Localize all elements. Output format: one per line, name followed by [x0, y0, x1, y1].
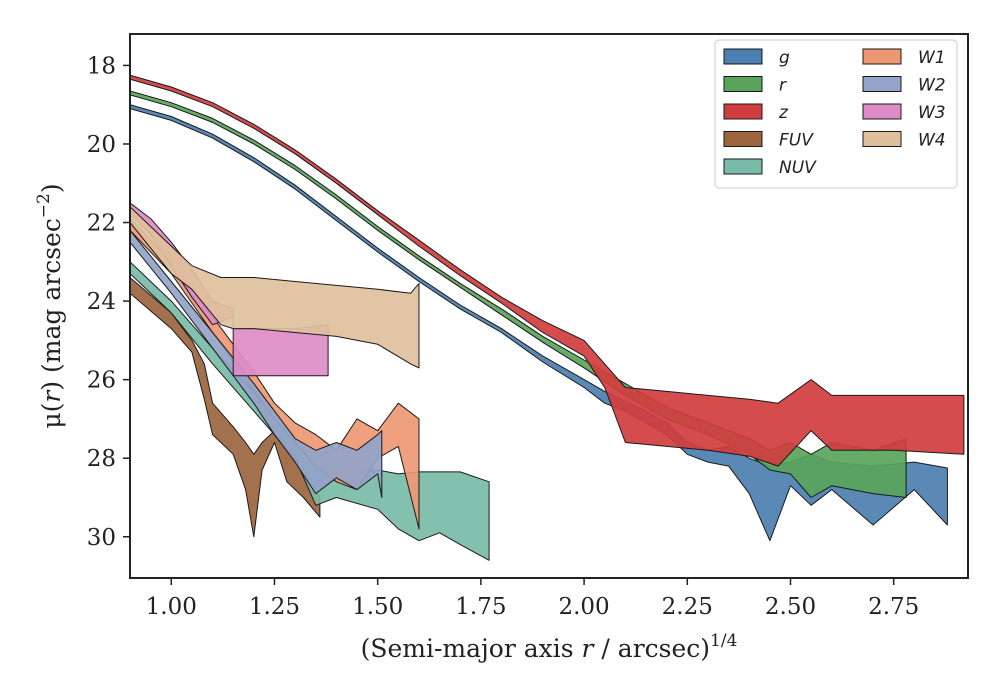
- legend-swatch-w3: [862, 103, 902, 120]
- legend-swatch-r: [723, 76, 763, 92]
- chart-bands: [130, 74, 965, 561]
- y-tick-label: 30: [87, 525, 116, 551]
- band-w4: [130, 206, 420, 369]
- y-axis-label: μ(r) (mag arcsec−2): [34, 183, 66, 428]
- legend-label-r: r: [779, 76, 787, 96]
- band-z: [130, 74, 965, 467]
- legend-label-nuv: NUV: [779, 158, 817, 178]
- band-r: [130, 90, 907, 498]
- legend-label-w4: W4: [918, 131, 946, 151]
- x-tick-label: 2.50: [765, 594, 816, 620]
- y-tick-label: 18: [87, 53, 116, 79]
- y-tick-label: 22: [87, 211, 116, 237]
- legend-swatch-w2: [862, 76, 902, 92]
- x-axis-label-sup: 1/4: [710, 631, 737, 651]
- x-axis-label-var: r: [582, 634, 596, 663]
- y-axis-ticks: 18 20 22 24 26 28 30: [87, 53, 130, 551]
- y-tick-label: 24: [87, 289, 116, 315]
- legend-label-z: z: [778, 103, 789, 123]
- y-axis-label-sup: −2: [34, 193, 54, 218]
- x-axis-label-post: / arcsec): [593, 634, 710, 663]
- legend-swatch-w1: [862, 48, 902, 65]
- legend: grz FUV NUV W1 W2 W3 W4: [714, 39, 958, 189]
- x-axis-label: (Semi-major axis r / arcsec)1/4: [361, 631, 738, 663]
- band-w2: [130, 229, 383, 498]
- legend-label-w1: W1: [918, 48, 946, 68]
- legend-swatch-g: [723, 48, 763, 65]
- y-tick-label: 28: [87, 446, 116, 472]
- y-axis-label-var: r: [37, 389, 66, 403]
- x-tick-label: 1.25: [249, 594, 300, 620]
- legend-swatch-nuv: [723, 158, 763, 175]
- y-axis-label-mu: μ(: [37, 403, 66, 429]
- x-tick-label: 1.50: [352, 594, 403, 620]
- y-axis-label-rest: ) (mag arcsec: [37, 218, 66, 391]
- legend-label-fuv: FUV: [779, 131, 814, 151]
- x-axis-label-pre: (Semi-major axis: [361, 634, 582, 663]
- x-tick-label: 1.00: [146, 594, 197, 620]
- legend-swatch-fuv: [723, 131, 763, 147]
- band-fuv: [130, 277, 321, 538]
- band-g: [130, 104, 948, 542]
- y-tick-label: 20: [87, 132, 116, 158]
- x-tick-label: 2.75: [868, 594, 919, 620]
- x-axis-ticks: 1.00 1.25 1.50 1.75 2.00 2.25 2.50 2.75: [146, 578, 919, 620]
- x-tick-label: 1.75: [455, 594, 506, 620]
- y-axis-label-close: ): [37, 183, 66, 193]
- legend-swatch-w4: [862, 131, 902, 147]
- plot-frame: [129, 33, 969, 579]
- y-tick-label: 26: [87, 368, 116, 394]
- x-tick-label: 2.25: [662, 594, 713, 620]
- x-tick-label: 2.00: [558, 594, 609, 620]
- legend-swatch-z: [723, 103, 763, 120]
- legend-label-w3: W3: [918, 103, 946, 123]
- legend-label-w2: W2: [918, 76, 946, 96]
- legend-label-g: g: [779, 48, 790, 68]
